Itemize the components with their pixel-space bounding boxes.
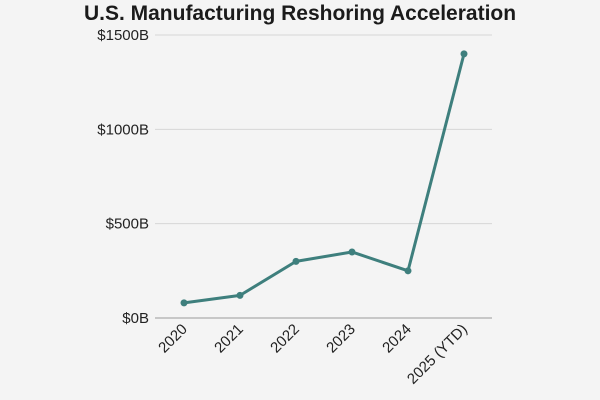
y-tick-label: $1500B — [97, 27, 149, 44]
series-layer — [180, 50, 468, 307]
x-tick-label: 2025 (YTD) — [404, 321, 471, 388]
data-point — [292, 257, 300, 265]
data-point — [404, 267, 412, 275]
x-tick-label: 2023 — [323, 321, 359, 357]
y-tick-label: $1000B — [97, 121, 149, 138]
chart-title: U.S. Manufacturing Reshoring Acceleratio… — [83, 2, 517, 25]
y-tick-label: $0B — [122, 310, 149, 327]
y-axis-tick-labels: $0B $500B $1000B $1500B — [97, 27, 149, 327]
data-point — [180, 299, 188, 307]
x-tick-label: 2020 — [155, 321, 191, 357]
gridlines — [155, 34, 492, 319]
x-tick-label: 2022 — [267, 321, 303, 357]
series-line — [182, 52, 466, 305]
data-point — [236, 291, 244, 299]
y-tick-label: $500B — [106, 216, 149, 233]
x-tick-label: 2021 — [211, 321, 247, 357]
data-point — [348, 248, 356, 256]
data-point — [460, 50, 468, 58]
x-tick-label: 2024 — [379, 321, 415, 357]
